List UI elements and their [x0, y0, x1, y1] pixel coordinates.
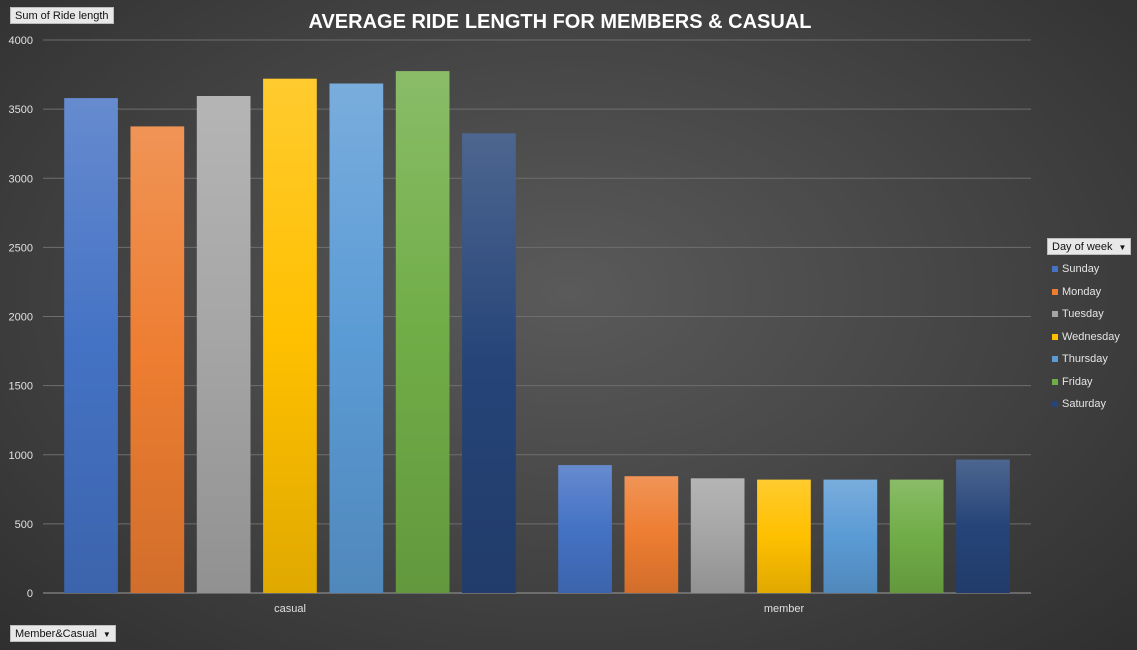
chevron-down-icon: ▼: [1118, 243, 1127, 252]
legend-item[interactable]: Thursday: [1052, 348, 1120, 371]
axis-field-button[interactable]: Member&Casual ▼: [10, 625, 116, 642]
x-axis: casual member: [274, 603, 804, 615]
bar-member-tuesday: [690, 478, 745, 593]
bars: [64, 71, 1010, 594]
legend-item[interactable]: Wednesday: [1052, 326, 1120, 349]
legend-swatch: [1052, 356, 1058, 363]
bar-member-sunday: [558, 465, 612, 593]
legend-swatch: [1052, 378, 1058, 385]
x-tick-label: member: [764, 603, 805, 615]
bar-casual-sunday: [64, 98, 118, 593]
bar-casual-tuesday: [196, 96, 251, 593]
bar-casual-thursday: [329, 83, 384, 593]
y-tick-label: 3500: [9, 104, 33, 116]
bar-member-monday: [624, 476, 679, 593]
legend-item[interactable]: Sunday: [1052, 258, 1120, 281]
legend-item[interactable]: Saturday: [1052, 393, 1120, 416]
y-tick-label: 4000: [9, 35, 33, 47]
axis-field-label: Member&Casual: [15, 628, 97, 640]
chart-title: AVERAGE RIDE LENGTH FOR MEMBERS & CASUAL: [309, 11, 812, 33]
legend-swatch: [1052, 266, 1058, 273]
legend-label: Saturday: [1062, 398, 1107, 411]
legend-swatch: [1052, 401, 1058, 408]
y-tick-label: 1500: [9, 381, 33, 393]
y-tick-label: 500: [15, 519, 33, 531]
bar-member-wednesday: [757, 479, 811, 593]
y-tick-label: 1000: [9, 450, 33, 462]
y-tick-label: 2500: [9, 242, 33, 254]
bar-casual-saturday: [462, 133, 516, 594]
bar-casual-friday: [395, 71, 450, 594]
bar-casual-monday: [130, 126, 185, 594]
y-tick-label: 0: [27, 588, 33, 600]
value-field-label: Sum of Ride length: [15, 10, 109, 22]
legend-label: Thursday: [1062, 353, 1108, 366]
bar-member-thursday: [823, 479, 878, 593]
x-tick-label: casual: [274, 603, 306, 615]
bar-casual-wednesday: [263, 78, 317, 593]
gridlines: [43, 39, 1031, 594]
legend-label: Friday: [1062, 375, 1093, 388]
legend-field-label: Day of week: [1052, 241, 1113, 253]
bar-member-saturday: [956, 459, 1010, 593]
legend: Sunday Monday Tuesday Wednesday Thursday Frid…: [1052, 258, 1120, 416]
legend-item[interactable]: Friday: [1052, 371, 1120, 394]
legend-item[interactable]: Tuesday: [1052, 303, 1120, 326]
y-axis: 0 500 1000 1500 2000 2500 3000 3500 4000: [9, 35, 33, 600]
legend-label: Monday: [1062, 285, 1102, 298]
chevron-down-icon: ▼: [102, 630, 111, 639]
legend-swatch: [1052, 311, 1058, 318]
legend-label: Wednesday: [1062, 330, 1120, 343]
legend-label: Sunday: [1062, 263, 1100, 276]
y-tick-label: 2000: [9, 312, 33, 324]
legend-field-button[interactable]: Day of week ▼: [1047, 238, 1132, 255]
legend-swatch: [1052, 288, 1058, 295]
y-tick-label: 3000: [9, 173, 33, 185]
legend-item[interactable]: Monday: [1052, 281, 1120, 304]
bar-member-friday: [889, 479, 944, 593]
legend-label: Tuesday: [1062, 308, 1104, 321]
value-field-button[interactable]: Sum of Ride length: [10, 7, 114, 24]
legend-swatch: [1052, 333, 1058, 340]
